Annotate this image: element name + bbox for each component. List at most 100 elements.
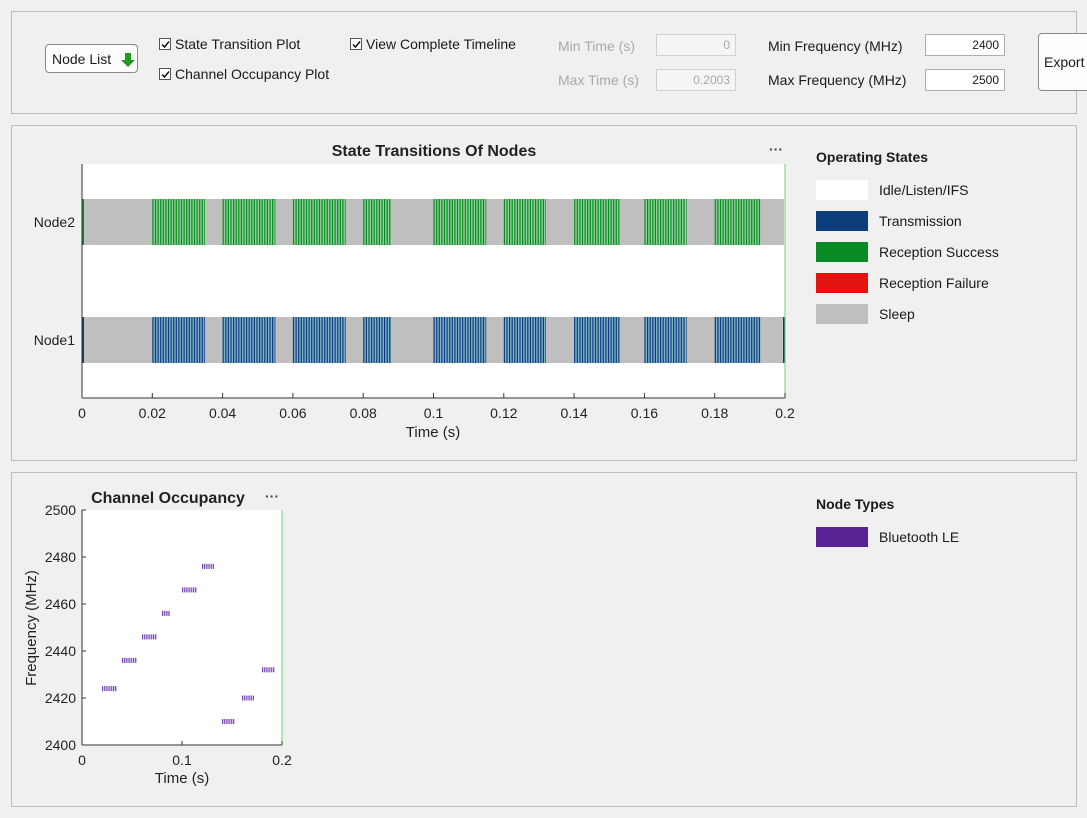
occupancy-tick <box>166 610 168 616</box>
state-bar <box>391 317 434 363</box>
state-bar <box>337 317 339 363</box>
state-bar <box>248 199 250 245</box>
state-bar <box>459 317 461 363</box>
x-tick-label: 0.12 <box>490 405 517 421</box>
occupancy-tick <box>146 634 148 640</box>
state-bar <box>574 199 576 245</box>
state-bar <box>745 199 748 245</box>
max-time-input[interactable] <box>656 69 736 91</box>
occupancy-tick <box>188 587 190 593</box>
y-tick-label: 2400 <box>45 737 76 753</box>
state-bar <box>253 199 255 245</box>
state-bar <box>326 199 328 245</box>
state-bar <box>535 199 537 245</box>
state-bar <box>157 317 159 363</box>
state-bar <box>532 317 534 363</box>
state-bar <box>535 317 537 363</box>
state-bar <box>748 199 750 245</box>
state-bar <box>173 317 175 363</box>
state-bar <box>196 317 198 363</box>
state-transition-chart: State Transitions Of Nodes ··· 0 0.02 0.04… <box>34 141 795 441</box>
node-list-button[interactable]: Node List <box>45 44 138 73</box>
state-bar <box>727 317 729 363</box>
state-bar <box>303 317 305 363</box>
state-bar <box>199 317 201 363</box>
state-bar <box>238 317 240 363</box>
occupancy-tick <box>142 634 143 640</box>
state-bar <box>233 317 235 363</box>
state-bar <box>524 199 526 245</box>
state-bar <box>376 199 378 245</box>
state-bar <box>576 199 578 245</box>
state-bar <box>605 317 607 363</box>
state-bar <box>542 317 544 363</box>
operating-state-legend-swatch <box>816 273 868 293</box>
state-bar <box>472 317 474 363</box>
state-bar <box>188 317 190 363</box>
state-bar <box>389 317 391 363</box>
state-bar <box>165 317 167 363</box>
state-bar <box>527 317 529 363</box>
state-bar <box>480 317 482 363</box>
state-bar <box>321 317 323 363</box>
plot-area <box>82 510 282 745</box>
state-bar <box>475 199 477 245</box>
channel-occupancy-checkbox[interactable]: Channel Occupancy Plot <box>159 66 329 82</box>
state-bar <box>175 199 177 245</box>
state-bar <box>480 199 482 245</box>
state-bar <box>295 317 297 363</box>
arrow-down-icon <box>121 53 135 67</box>
state-bar <box>600 199 602 245</box>
state-bar <box>384 199 386 245</box>
state-bar <box>486 317 504 363</box>
state-bar <box>162 317 164 363</box>
state-bar <box>251 199 253 245</box>
export-button[interactable]: Export <box>1038 33 1087 91</box>
state-bar <box>363 199 365 245</box>
state-bar <box>486 199 504 245</box>
operating-state-legend-label: Sleep <box>879 306 915 322</box>
state-bar <box>581 199 584 245</box>
state-bar <box>303 199 305 245</box>
state-bar <box>274 199 276 245</box>
state-bar <box>592 199 594 245</box>
state-bar <box>542 199 544 245</box>
state-bar <box>227 317 229 363</box>
occupancy-tick <box>122 657 123 663</box>
view-timeline-checkbox[interactable]: View Complete Timeline <box>350 36 516 52</box>
state-bar <box>253 317 255 363</box>
state-bar <box>725 199 727 245</box>
state-bar <box>751 199 753 245</box>
state-bar <box>647 199 649 245</box>
occupancy-tick <box>202 563 203 569</box>
operating-state-legend-label: Reception Success <box>879 244 999 260</box>
x-tick-label: 0.02 <box>139 405 166 421</box>
x-tick-label: 0 <box>78 752 86 768</box>
state-bar <box>576 317 578 363</box>
more-options-icon[interactable]: ··· <box>769 141 783 157</box>
channel-occupancy-label: Channel Occupancy Plot <box>175 66 330 82</box>
state-bar <box>334 317 336 363</box>
channel-occupancy-chart: Channel Occupancy ··· 0 0.1 0.2 2400 2420 24… <box>23 488 292 787</box>
state-bar <box>522 317 524 363</box>
state-transition-checkbox[interactable]: State Transition Plot <box>159 36 300 52</box>
state-bar <box>644 199 646 245</box>
state-bar <box>717 199 719 245</box>
state-bar <box>756 317 758 363</box>
state-bar <box>467 317 469 363</box>
occupancy-tick <box>253 695 254 701</box>
chart-title: Channel Occupancy <box>91 490 245 507</box>
state-bar <box>732 199 735 245</box>
state-bar <box>610 317 612 363</box>
min-frequency-input[interactable] <box>925 34 1005 56</box>
occupancy-bar <box>202 563 214 569</box>
more-options-icon[interactable]: ··· <box>265 488 279 504</box>
occupancy-tick <box>266 667 268 673</box>
x-tick-label: 0.2 <box>272 752 292 768</box>
min-time-input[interactable] <box>656 34 736 56</box>
max-frequency-input[interactable] <box>925 69 1005 91</box>
state-bar <box>540 317 542 363</box>
state-bar <box>509 199 511 245</box>
state-bar <box>584 199 586 245</box>
state-bar <box>373 317 375 363</box>
